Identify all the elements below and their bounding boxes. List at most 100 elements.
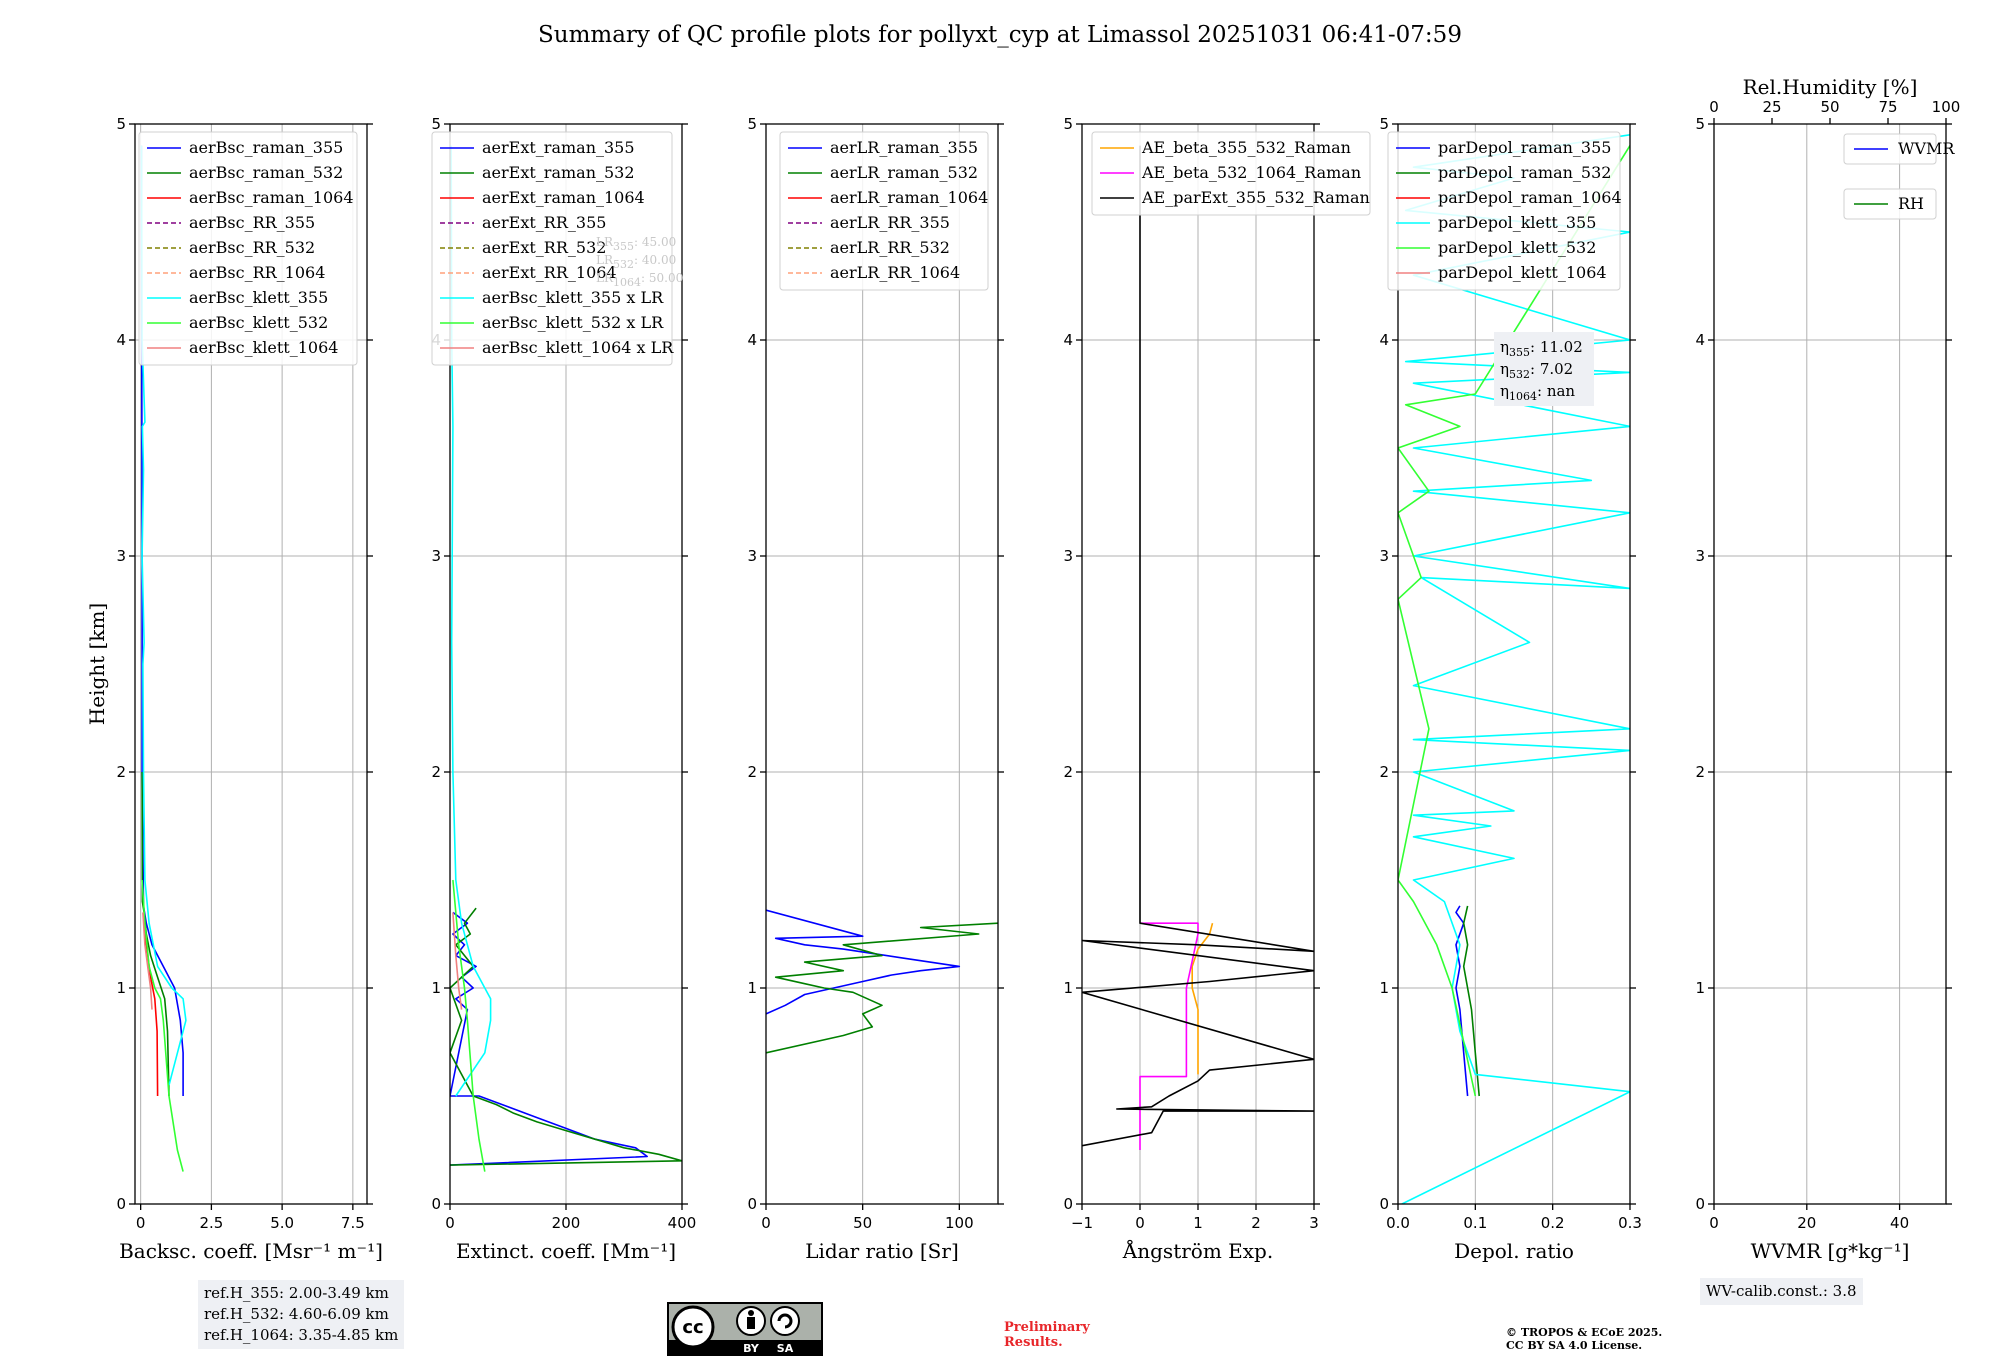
legend-label: aerBsc_raman_355 bbox=[189, 138, 343, 157]
series-line-aerBsc-klett-532-x-LR bbox=[452, 879, 486, 1172]
y-tick-label: 4 bbox=[116, 331, 126, 349]
x-tick-label: 0 bbox=[136, 1214, 146, 1232]
series-line-parDepol-klett-355 bbox=[1401, 134, 1630, 1204]
x-tick-label: 50 bbox=[853, 1214, 872, 1232]
x-tick-label: 200 bbox=[552, 1214, 581, 1232]
x-tick-label: 0 bbox=[1135, 1214, 1145, 1232]
eta-annotation: η532: 7.02 bbox=[1500, 360, 1573, 381]
legend-label: aerBsc_RR_355 bbox=[189, 213, 315, 232]
legend-label: AE_beta_355_532_Raman bbox=[1141, 138, 1351, 157]
axes-frame bbox=[765, 123, 999, 1205]
legend-label: aerBsc_RR_1064 bbox=[189, 263, 325, 282]
y-tick-label: 2 bbox=[1063, 763, 1073, 781]
y-tick-label: 0 bbox=[1063, 1195, 1073, 1213]
legend-label: aerLR_raman_532 bbox=[830, 163, 978, 182]
x-tick-label: 100 bbox=[945, 1214, 974, 1232]
by-icon-body bbox=[747, 1317, 755, 1329]
series-line-AE-parExt-355-532-Raman bbox=[1082, 145, 1314, 1147]
preliminary-line-2: Results. bbox=[1004, 1335, 1063, 1350]
legend-box bbox=[138, 131, 358, 366]
y-tick-label: 3 bbox=[116, 547, 126, 565]
cc-icon-text: cc bbox=[682, 1317, 703, 1338]
legend-label: parDepol_raman_355 bbox=[1438, 138, 1611, 157]
series-line-aerBsc-klett-1064 bbox=[142, 912, 153, 1010]
y-tick-label: 1 bbox=[1379, 979, 1389, 997]
series-line-aerExt-raman-355 bbox=[450, 911, 649, 1166]
x-tick-label: 1 bbox=[1193, 1214, 1203, 1232]
y-tick-label: 0 bbox=[1379, 1195, 1389, 1213]
preliminary-line-1: Preliminary bbox=[1004, 1320, 1090, 1335]
y-tick-label: 5 bbox=[1063, 115, 1073, 133]
series-line-parDepol-klett-532 bbox=[1398, 145, 1630, 1097]
lr-annotation: LR355: 45.00 bbox=[596, 235, 676, 253]
x-axis-label: WVMR [g*kg⁻¹] bbox=[1751, 1239, 1910, 1263]
legend-label: aerExt_RR_532 bbox=[482, 238, 606, 257]
y-tick-label: 2 bbox=[747, 763, 757, 781]
top-x-tick-label: 0 bbox=[1709, 98, 1719, 116]
y-tick-label: 3 bbox=[1695, 547, 1705, 565]
copyright-line-1: © TROPOS & ECoE 2025. bbox=[1506, 1326, 1663, 1339]
eta-annotation: η355: 11.02 bbox=[1500, 338, 1583, 359]
panel-extinction: 0123450200400Extinct. coeff. [Mm⁻¹]aerEx… bbox=[431, 115, 696, 1263]
top-x-tick-label: 25 bbox=[1762, 98, 1781, 116]
y-tick-label: 5 bbox=[431, 115, 441, 133]
ref-height-532: ref.H_532: 4.60-6.09 km bbox=[204, 1305, 389, 1323]
x-tick-label: 400 bbox=[668, 1214, 697, 1232]
x-tick-label: 2.5 bbox=[199, 1214, 223, 1232]
x-tick-label: 7.5 bbox=[341, 1214, 365, 1232]
preliminary-note: Preliminary Results. bbox=[1004, 1320, 1090, 1350]
x-axis-label: Extinct. coeff. [Mm⁻¹] bbox=[456, 1239, 676, 1263]
x-tick-label: 0.3 bbox=[1618, 1214, 1642, 1232]
top-x-axis-label: Rel.Humidity [%] bbox=[1743, 75, 1918, 99]
by-label: BY bbox=[743, 1342, 760, 1355]
series-line-aerBsc-klett-355 bbox=[140, 145, 187, 1086]
series-line-aerBsc-klett-532 bbox=[141, 879, 184, 1172]
y-tick-label: 3 bbox=[1379, 547, 1389, 565]
x-axis-label: Backsc. coeff. [Msr⁻¹ m⁻¹] bbox=[119, 1239, 383, 1263]
legend-label: parDepol_raman_1064 bbox=[1438, 188, 1622, 207]
x-tick-label: 0 bbox=[445, 1214, 455, 1232]
legend-box bbox=[431, 131, 673, 366]
top-x-tick-label: 75 bbox=[1878, 98, 1897, 116]
eta-box bbox=[1494, 332, 1594, 406]
x-tick-label: 5.0 bbox=[270, 1214, 294, 1232]
x-axis-label: Ångström Exp. bbox=[1122, 1238, 1273, 1263]
y-axis-label: Height [km] bbox=[85, 603, 109, 725]
cc-license-badge: cc BY SA bbox=[667, 1302, 823, 1356]
x-tick-label: 2 bbox=[1251, 1214, 1261, 1232]
x-tick-label: −1 bbox=[1071, 1214, 1093, 1232]
legend-box bbox=[1843, 133, 1937, 165]
x-tick-label: 0.2 bbox=[1541, 1214, 1565, 1232]
x-tick-label: 20 bbox=[1797, 1214, 1816, 1232]
top-x-tick-label: 100 bbox=[1932, 98, 1961, 116]
lr-annotation: LR532: 40.00 bbox=[596, 253, 676, 271]
x-tick-label: 0.0 bbox=[1386, 1214, 1410, 1232]
sa-icon bbox=[770, 1306, 800, 1336]
legend-label: aerLR_RR_355 bbox=[830, 213, 950, 232]
x-axis-label: Depol. ratio bbox=[1454, 1239, 1574, 1263]
y-tick-label: 3 bbox=[431, 547, 441, 565]
axes-frame bbox=[1397, 123, 1631, 1205]
legend-box bbox=[779, 131, 989, 291]
legend-label: aerBsc_klett_532 bbox=[189, 313, 328, 332]
x-tick-label: 3 bbox=[1309, 1214, 1319, 1232]
legend-label: aerLR_RR_1064 bbox=[830, 263, 960, 282]
legend-label: parDepol_klett_1064 bbox=[1438, 263, 1607, 282]
legend-label: aerLR_raman_1064 bbox=[830, 188, 988, 207]
legend-label: aerExt_raman_532 bbox=[482, 163, 635, 182]
y-tick-label: 1 bbox=[1063, 979, 1073, 997]
y-tick-label: 5 bbox=[747, 115, 757, 133]
sa-icon-arc bbox=[777, 1313, 793, 1329]
legend-label: aerBsc_klett_1064 bbox=[189, 338, 338, 357]
y-tick-label: 0 bbox=[747, 1195, 757, 1213]
legend-label: parDepol_klett_532 bbox=[1438, 238, 1596, 257]
y-tick-label: 2 bbox=[116, 763, 126, 781]
legend-label: aerBsc_klett_355 x LR bbox=[482, 288, 664, 307]
legend-label: aerExt_RR_1064 bbox=[482, 263, 617, 282]
axes-frame bbox=[1713, 123, 1947, 1205]
legend-label: aerLR_RR_532 bbox=[830, 238, 950, 257]
copyright-line-2: CC BY SA 4.0 License. bbox=[1506, 1339, 1643, 1352]
